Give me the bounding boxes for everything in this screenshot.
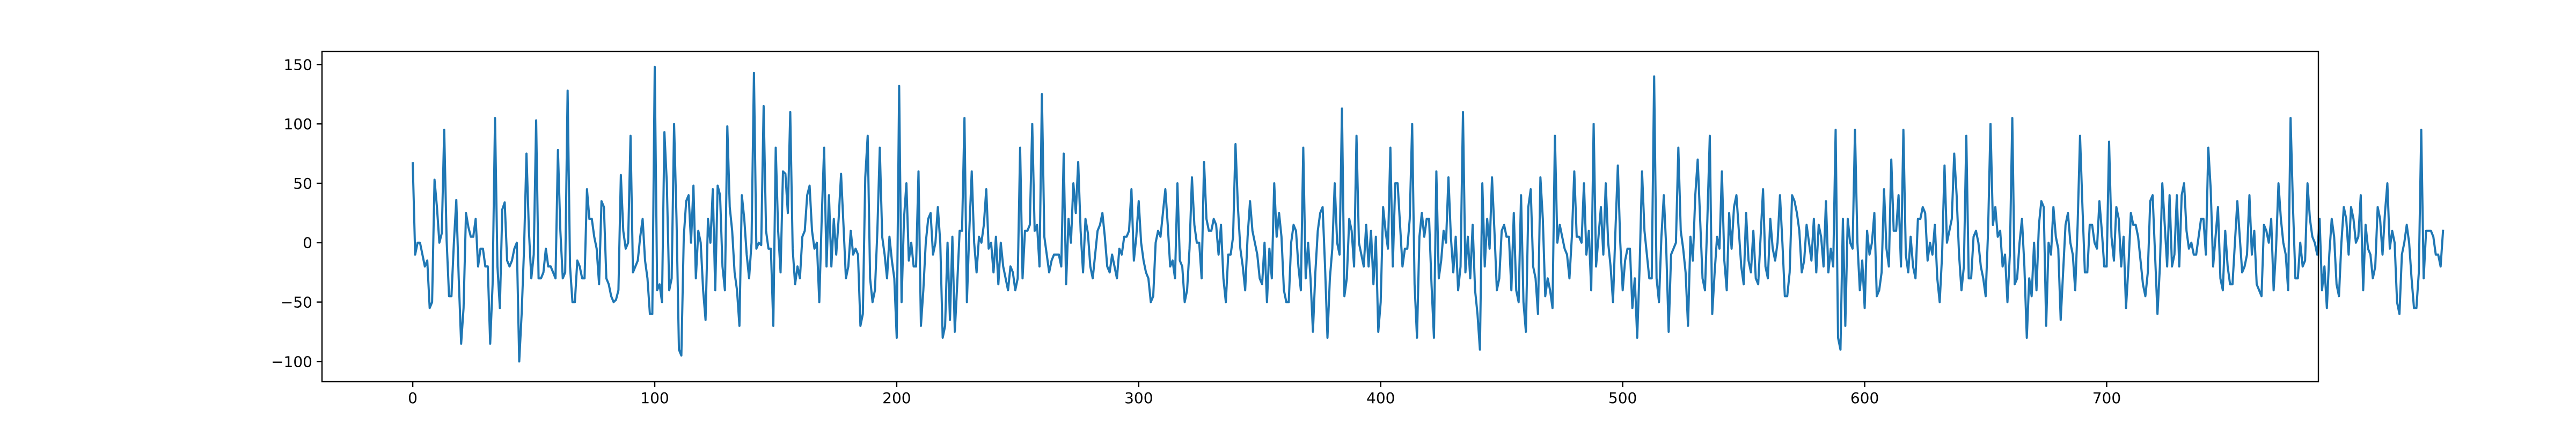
- axes: 0 100 200 300 400 500 600 700 −100 −50 0 50 100 150: [271, 56, 2121, 407]
- y-tick-label: −50: [281, 294, 312, 311]
- y-tick-label: 50: [293, 175, 312, 192]
- x-tick-label: 700: [2092, 389, 2121, 407]
- x-tick-label: 0: [408, 389, 418, 407]
- y-tick-label: −100: [271, 353, 312, 370]
- y-tick-label: 0: [303, 234, 312, 252]
- plot-frame: [321, 50, 2319, 383]
- x-tick-label: 300: [1124, 389, 1153, 407]
- y-tick-label: 150: [284, 56, 312, 73]
- series-layer: [412, 65, 2445, 363]
- x-tick-label: 500: [1608, 389, 1637, 407]
- y-tick-label: 100: [284, 115, 312, 133]
- x-tick-label: 100: [640, 389, 669, 407]
- x-tick-label: 400: [1366, 389, 1395, 407]
- x-tick-label: 200: [882, 389, 911, 407]
- series-line-0: [412, 65, 2445, 363]
- x-tick-label: 600: [1850, 389, 1879, 407]
